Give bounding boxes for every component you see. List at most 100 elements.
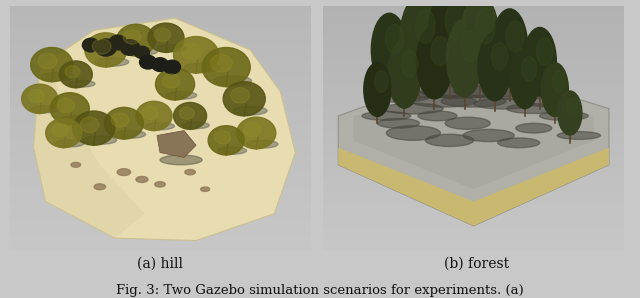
Ellipse shape: [386, 24, 404, 54]
Circle shape: [83, 38, 99, 52]
Ellipse shape: [411, 95, 476, 107]
Ellipse shape: [478, 32, 511, 101]
Ellipse shape: [126, 47, 157, 55]
Ellipse shape: [378, 118, 419, 128]
Ellipse shape: [200, 187, 210, 191]
Ellipse shape: [415, 9, 435, 43]
Ellipse shape: [71, 162, 81, 167]
Circle shape: [140, 55, 156, 69]
Ellipse shape: [401, 50, 418, 77]
Ellipse shape: [160, 155, 202, 165]
Polygon shape: [34, 18, 295, 240]
Ellipse shape: [246, 140, 278, 148]
Ellipse shape: [388, 40, 421, 108]
Circle shape: [109, 35, 127, 50]
Ellipse shape: [157, 44, 186, 52]
Ellipse shape: [431, 36, 449, 66]
Circle shape: [73, 111, 115, 145]
Ellipse shape: [115, 131, 145, 138]
Ellipse shape: [183, 122, 209, 129]
Ellipse shape: [461, 30, 479, 62]
Ellipse shape: [417, 26, 452, 99]
Ellipse shape: [552, 71, 566, 92]
Ellipse shape: [60, 116, 92, 124]
Circle shape: [120, 40, 140, 55]
Ellipse shape: [68, 80, 95, 87]
Ellipse shape: [507, 104, 561, 114]
Ellipse shape: [234, 106, 267, 115]
Ellipse shape: [371, 13, 408, 87]
Circle shape: [38, 53, 57, 69]
Ellipse shape: [474, 98, 534, 109]
Text: (b) forest: (b) forest: [444, 257, 509, 271]
Ellipse shape: [492, 43, 508, 70]
Circle shape: [211, 54, 232, 72]
Ellipse shape: [145, 122, 175, 130]
Ellipse shape: [568, 97, 579, 115]
Circle shape: [154, 28, 170, 41]
Ellipse shape: [418, 111, 457, 121]
Ellipse shape: [540, 111, 588, 120]
Text: (a) hill: (a) hill: [137, 257, 183, 271]
Circle shape: [28, 89, 44, 103]
Ellipse shape: [165, 91, 196, 99]
Circle shape: [45, 118, 82, 148]
Ellipse shape: [486, 88, 551, 100]
Ellipse shape: [460, 0, 499, 83]
Ellipse shape: [426, 134, 474, 147]
Circle shape: [244, 123, 261, 137]
Ellipse shape: [394, 85, 463, 98]
Ellipse shape: [94, 184, 106, 190]
Ellipse shape: [558, 91, 582, 135]
Ellipse shape: [445, 117, 490, 129]
Ellipse shape: [541, 63, 568, 117]
Ellipse shape: [136, 176, 148, 182]
Ellipse shape: [185, 170, 195, 175]
Circle shape: [214, 131, 230, 144]
Circle shape: [173, 103, 207, 129]
Circle shape: [202, 47, 250, 87]
Circle shape: [60, 61, 92, 88]
Ellipse shape: [184, 63, 220, 72]
Circle shape: [50, 93, 90, 125]
Circle shape: [134, 46, 150, 58]
Circle shape: [84, 33, 127, 67]
Circle shape: [181, 43, 202, 59]
Circle shape: [136, 101, 172, 131]
Ellipse shape: [441, 95, 506, 107]
Circle shape: [92, 39, 111, 54]
Polygon shape: [353, 84, 594, 189]
Ellipse shape: [31, 105, 60, 113]
Text: Fig. 3: Two Gazebo simulation scenarios for experiments. (a): Fig. 3: Two Gazebo simulation scenarios …: [116, 284, 524, 297]
Circle shape: [230, 88, 250, 103]
Ellipse shape: [364, 63, 391, 117]
Ellipse shape: [522, 57, 537, 81]
Ellipse shape: [536, 38, 553, 65]
Ellipse shape: [498, 138, 540, 148]
Ellipse shape: [213, 76, 252, 86]
Ellipse shape: [429, 0, 470, 81]
Ellipse shape: [383, 103, 444, 114]
Ellipse shape: [492, 9, 528, 87]
Circle shape: [111, 113, 129, 127]
Circle shape: [95, 39, 116, 56]
Ellipse shape: [400, 0, 439, 82]
Circle shape: [163, 74, 180, 88]
Polygon shape: [157, 131, 196, 157]
Ellipse shape: [362, 111, 411, 120]
Ellipse shape: [476, 8, 495, 44]
Circle shape: [164, 60, 180, 74]
Ellipse shape: [454, 85, 524, 98]
Circle shape: [156, 68, 195, 100]
Ellipse shape: [218, 147, 246, 154]
Polygon shape: [339, 67, 609, 226]
Ellipse shape: [447, 19, 483, 97]
Ellipse shape: [55, 140, 84, 147]
Ellipse shape: [524, 27, 556, 96]
Ellipse shape: [506, 21, 524, 52]
Circle shape: [142, 106, 159, 119]
Ellipse shape: [420, 85, 497, 98]
Ellipse shape: [509, 47, 540, 108]
Circle shape: [237, 117, 276, 149]
Circle shape: [104, 107, 143, 139]
